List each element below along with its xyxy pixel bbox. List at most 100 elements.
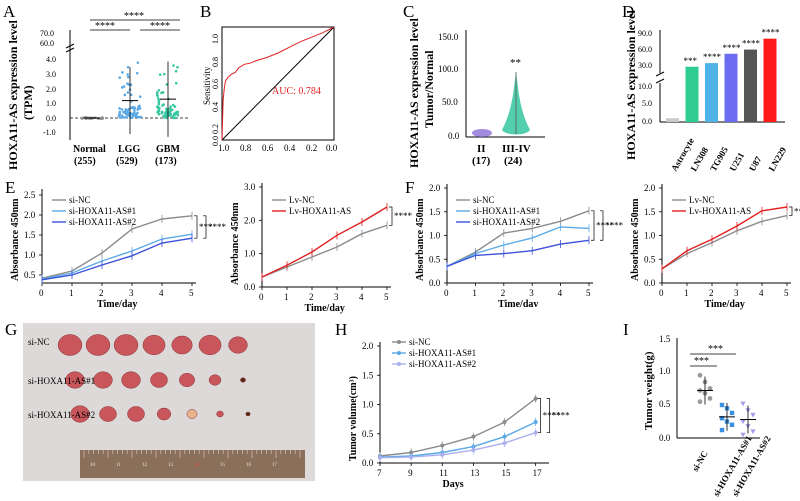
panel-e1-sig-bracket (194, 215, 198, 239)
panel-a-dot (126, 65, 130, 69)
panel-h-chart-point (533, 420, 538, 425)
panel-a-dot (157, 106, 161, 110)
panel-d-xtick: LN229 (767, 145, 789, 173)
panel-a-dot (118, 76, 122, 79)
panel-a-dot (176, 65, 179, 69)
panel-f1-ytick-label: 1.0 (429, 231, 441, 241)
panel-f1-ytick-label: 0.0 (429, 278, 441, 288)
panel-c-xtick-iii-iv: III-IV (502, 143, 531, 155)
panel-h-chart-point (502, 441, 507, 446)
panel-e1-sig-bracket (203, 215, 207, 239)
panel-a-dot (124, 112, 128, 116)
panel-f2-legend-label: Lv-NC (689, 195, 715, 205)
panel-e1-legend-label: si-NC (69, 195, 91, 205)
panel-a-dot (120, 114, 124, 117)
panel-f2-sig-bracket (789, 206, 793, 216)
panel-i-ytick-10: 1.0 (659, 366, 671, 376)
panel-d-sig: *** (684, 56, 698, 66)
panel-f2-ytick-label: 2.0 (644, 183, 656, 193)
panel-e2-legend-label: Lv-HOXA11-AS (289, 206, 351, 216)
panel-g-tumor (113, 334, 139, 356)
panel-e1-ytick-label: 1.0 (24, 250, 36, 260)
panel-i-point (729, 410, 735, 416)
panel-f2-ytick-label: 0.5 (644, 254, 656, 264)
panel-f1-series-line (446, 210, 590, 268)
panel-f1-xtick-label: 0 (444, 288, 449, 298)
panel-h-chart-sig-label: **** (543, 411, 562, 421)
panel-h-chart-xtick-label: 7 (377, 468, 382, 478)
panel-d-bar (666, 118, 679, 122)
panel-f2-ylabel: Absorbance 450nm (630, 198, 641, 281)
panel-i-point (750, 429, 756, 434)
panel-a-dot (174, 116, 177, 120)
panel-f1-sig-label: **** (596, 221, 615, 231)
panel-f1-legend-label: si-HOXA11-AS#2 (473, 217, 540, 227)
panel-f1-xtick-label: 5 (586, 288, 591, 298)
panel-d-bar (724, 53, 738, 123)
panel-g-ruler-number: 11 (116, 463, 121, 468)
panel-a-dot (156, 94, 159, 98)
panel-a-dot (121, 71, 124, 74)
panel-a-ylabel-2: (TPM) (21, 85, 35, 120)
panel-c-violin-ii (472, 129, 492, 137)
panel-f1-legend-label: si-HOXA11-AS#1 (473, 206, 540, 216)
panel-a-dot (133, 114, 137, 117)
panel-g-tumor (99, 406, 117, 422)
panel-c: HOXA11-AS expression level Tumor/Normal … (407, 18, 545, 168)
panel-h-chart-legend-marker (397, 340, 401, 344)
panel-e1-series-line (41, 215, 193, 279)
panel-i: Tumor weight(g) 1.5 1.0 0.5 0.0 *** *** … (643, 334, 773, 498)
panel-g-tumor (93, 371, 113, 389)
panel-h-chart-point (440, 452, 445, 457)
panel-g-ruler-number: 16 (246, 463, 252, 468)
panel-letter-f: F (405, 178, 415, 197)
panel-a-dot (156, 105, 159, 108)
panel-a-dot (157, 98, 161, 102)
panel-a-dot (169, 105, 172, 108)
panel-d-bar (744, 49, 757, 122)
panel-i-point (697, 399, 703, 405)
panel-i-ytick-00: 0.0 (659, 433, 671, 443)
panel-f1-ytick-label: 0.5 (429, 254, 441, 264)
panel-d-sig: **** (742, 39, 761, 49)
panel-e1-xlabel: Time/day (97, 299, 137, 310)
panel-c-ytick-150: 150.0 (438, 32, 459, 42)
panel-h: 2.0 1.5 1.0 0.5 0.07 9 11 13 15 17 Days Tumor volum… (348, 337, 570, 490)
panel-h-chart-ytick-label: 0.0 (362, 458, 374, 468)
panel-b-ytick-02: 0.2 (211, 124, 220, 134)
panel-a-dot (136, 108, 140, 111)
panel-f2-xtick-label: 0 (659, 288, 664, 298)
panel-a-dots (80, 61, 180, 137)
panel-b-ytick-00: 0.0 (211, 136, 220, 146)
panel-a-dot (165, 116, 169, 120)
panel-a-dot (126, 82, 129, 85)
panel-a-dot (157, 102, 161, 106)
panel-letter-i: I (623, 320, 629, 339)
panel-b-ytick-04: 0.4 (211, 102, 220, 112)
panel-a-dot (170, 108, 174, 112)
panel-d: HOXA11-AS expression level 90.0 60.0 30.… (624, 10, 788, 173)
panel-a-dot (162, 114, 165, 118)
panel-g-tumor (245, 411, 251, 417)
panel-a-dot (136, 61, 140, 64)
panel-e1-xtick-label: 1 (69, 288, 74, 298)
panel-a-dot (155, 91, 159, 94)
panel-d-ytick-0: 0.0 (642, 117, 652, 126)
panel-f1-ytick-label: 1.5 (429, 207, 441, 217)
panel-a-dot (162, 103, 165, 106)
panel-c-sig: ** (510, 57, 521, 69)
panel-a-ytick-0: 0.0 (46, 114, 56, 123)
panel-f2-xlabel: Time/day (705, 299, 745, 310)
panel-g-tumor (228, 336, 248, 354)
panel-e1-ytick-label: 0.5 (24, 270, 36, 280)
panel-a-dot (172, 64, 175, 67)
panel-a-dot (131, 106, 134, 109)
panel-e1-xtick-label: 4 (159, 288, 164, 298)
panel-b-auc: AUC: 0.784 (272, 86, 321, 97)
panel-c-ylabel-1: HOXA11-AS expression level (407, 18, 421, 168)
panel-a-dot (139, 115, 142, 119)
panel-h-chart-sig-label: **** (552, 411, 571, 421)
panel-g-ruler-number: 12 (142, 463, 148, 468)
panel-a-dot (119, 116, 122, 119)
